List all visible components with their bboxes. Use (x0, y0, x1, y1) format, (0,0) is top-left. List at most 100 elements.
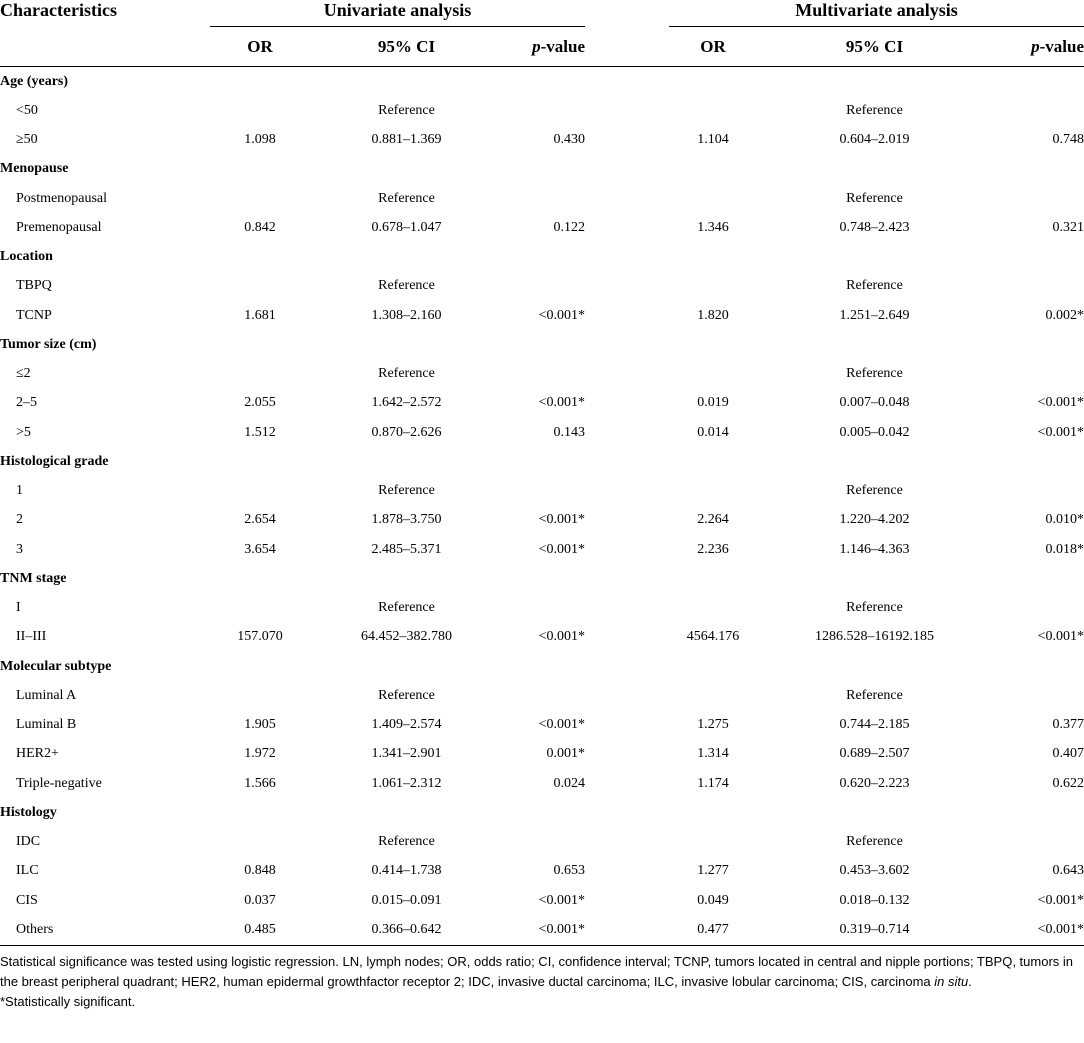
univariate-ci: 1.061–2.312 (371, 775, 442, 791)
category-label: Molecular subtype (0, 658, 112, 674)
multivariate-p-value: <0.001* (1037, 629, 1084, 645)
table-body: Age (years) <50 Reference Reference ≥50 1.098… (0, 67, 1084, 946)
univariate-p-value: <0.001* (538, 512, 585, 528)
multivariate-p-header: p-value (1031, 36, 1084, 56)
regression-table: Characteristics Univariate analysis Mult… (0, 0, 1084, 946)
univariate-p-value: <0.001* (503, 915, 585, 946)
table-row: Postmenopausal Reference Reference (0, 184, 1084, 213)
multivariate-reference: Reference (846, 102, 903, 118)
table-row: CIS 0.037 0.015–0.091 <0.001* 0.049 0.018–0.1… (0, 886, 1084, 915)
univariate-reference: Reference (378, 366, 435, 382)
univariate-p-value: <0.001* (538, 629, 585, 645)
category-label: TNM stage (0, 570, 67, 586)
table-row: Molecular subtype (0, 652, 1084, 681)
multivariate-ci: 0.319–0.714 (757, 915, 992, 946)
univariate-p-value: <0.001* (538, 717, 585, 733)
univariate-or: 1.098 (244, 132, 276, 148)
multivariate-or: 2.264 (697, 512, 729, 528)
row-label: ILC (16, 863, 39, 879)
multivariate-reference: Reference (846, 687, 903, 703)
multivariate-ci: 1.251–2.649 (839, 307, 910, 323)
row-label: Premenopausal (16, 219, 102, 235)
multivariate-or: 1.104 (697, 132, 729, 148)
univariate-p-value: <0.001* (538, 892, 585, 908)
univariate-p-header: p-value (532, 36, 585, 56)
table-row: 3 3.654 2.485–5.371 <0.001* 2.236 1.146–4.363… (0, 535, 1084, 564)
multivariate-or: 0.019 (697, 395, 729, 411)
univariate-ci: 0.678–1.047 (371, 219, 442, 235)
multivariate-ci: 0.689–2.507 (839, 746, 910, 762)
results-table-figure: Characteristics Univariate analysis Mult… (0, 0, 1084, 1012)
table-row: >5 1.512 0.870–2.626 0.143 0.014 0.005–0.042 <… (0, 418, 1084, 447)
row-label: 2 (16, 512, 23, 528)
table-row: TNM stage (0, 564, 1084, 593)
multivariate-reference: Reference (846, 834, 903, 850)
univariate-p-value: 0.024 (553, 775, 586, 791)
multivariate-or: 0.477 (669, 915, 757, 946)
multivariate-p-value: <0.001* (1037, 395, 1084, 411)
table-row: TCNP 1.681 1.308–2.160 <0.001* 1.820 1.251–2.… (0, 301, 1084, 330)
univariate-ci: 0.870–2.626 (371, 424, 442, 440)
univariate-ci: 1.409–2.574 (371, 717, 442, 733)
univariate-ci-header: 95% CI (377, 36, 436, 56)
univariate-header: Univariate analysis (210, 0, 585, 27)
univariate-or: 157.070 (237, 629, 283, 645)
multivariate-reference: Reference (846, 366, 903, 382)
univariate-p-value: 0.143 (553, 424, 586, 440)
table-row: IDC Reference Reference (0, 828, 1084, 857)
category-label: Tumor size (cm) (0, 336, 97, 352)
row-label: IDC (16, 834, 41, 850)
row-label: Triple-negative (16, 775, 102, 791)
multivariate-p-value: 0.622 (1052, 775, 1084, 791)
table-row: 1 Reference Reference (0, 477, 1084, 506)
category-label: Age (years) (0, 73, 69, 89)
table-row: Luminal B 1.905 1.409–2.574 <0.001* 1.275 0.7… (0, 711, 1084, 740)
table-row: ILC 0.848 0.414–1.738 0.653 1.277 0.453–3.602… (0, 857, 1084, 886)
footnote-abbreviations: Statistical significance was tested usin… (0, 953, 1074, 989)
category-label: Menopause (0, 161, 69, 177)
univariate-reference: Reference (378, 483, 435, 499)
univariate-reference: Reference (378, 102, 435, 118)
table-row: ≤2 Reference Reference (0, 360, 1084, 389)
multivariate-or: 1.277 (697, 863, 729, 879)
univariate-ci: 0.366–0.642 (310, 915, 503, 946)
multivariate-ci: 0.620–2.223 (839, 775, 910, 791)
multivariate-ci: 0.748–2.423 (839, 219, 910, 235)
row-label: CIS (16, 892, 38, 908)
multivariate-p-value: 0.643 (1052, 863, 1084, 879)
category-label: Location (0, 249, 53, 265)
univariate-reference: Reference (378, 834, 435, 850)
multivariate-p-value: 0.002* (1045, 307, 1084, 323)
multivariate-reference: Reference (846, 483, 903, 499)
multivariate-or: 4564.176 (686, 629, 740, 645)
table-footnote: Statistical significance was tested usin… (0, 952, 1084, 1012)
univariate-ci: 0.881–1.369 (371, 132, 442, 148)
row-label: >5 (16, 424, 31, 440)
row-label: ≤2 (16, 366, 31, 382)
multivariate-ci: 1.146–4.363 (839, 541, 910, 557)
multivariate-or: 1.346 (697, 219, 729, 235)
table-row: Histological grade (0, 447, 1084, 476)
table-row: I Reference Reference (0, 594, 1084, 623)
multivariate-ci: 0.007–0.048 (839, 395, 910, 411)
row-label: 3 (16, 541, 23, 557)
table-row: II–III 157.070 64.452–382.780 <0.001* 4564.1… (0, 623, 1084, 652)
row-label: TCNP (16, 307, 52, 323)
multivariate-reference: Reference (846, 600, 903, 616)
multivariate-or-header: OR (700, 36, 726, 56)
table-row: Histology (0, 798, 1084, 827)
multivariate-ci: 0.018–0.132 (839, 892, 910, 908)
univariate-ci: 1.878–3.750 (371, 512, 442, 528)
row-label: TBPQ (16, 278, 52, 294)
univariate-p-value: 0.430 (553, 132, 586, 148)
univariate-reference: Reference (378, 278, 435, 294)
univariate-p-value: <0.001* (538, 395, 585, 411)
row-label: I (16, 600, 21, 616)
table-row: Premenopausal 0.842 0.678–1.047 0.122 1.346 0… (0, 213, 1084, 242)
univariate-or: 0.842 (244, 219, 276, 235)
multivariate-ci: 0.604–2.019 (839, 132, 910, 148)
univariate-ci: 1.642–2.572 (371, 395, 442, 411)
univariate-or: 3.654 (244, 541, 276, 557)
multivariate-or: 0.014 (697, 424, 729, 440)
multivariate-p-value: 0.377 (1052, 717, 1084, 733)
